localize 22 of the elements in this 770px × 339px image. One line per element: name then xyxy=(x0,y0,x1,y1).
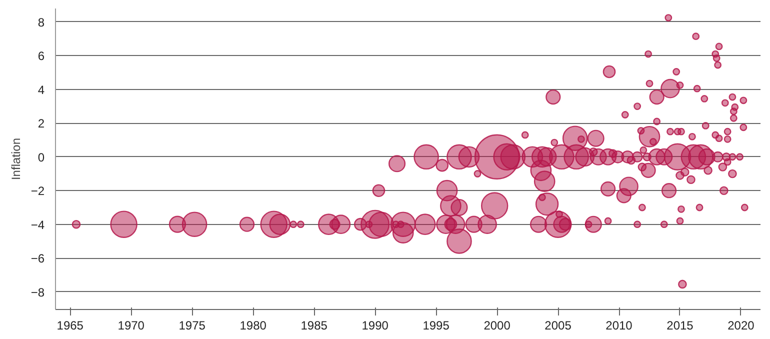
y-tick-label: −8 xyxy=(30,285,45,300)
y-tick-label: 6 xyxy=(38,49,45,64)
y-tick-label: 8 xyxy=(38,15,45,30)
x-tick-label: 1975 xyxy=(178,318,206,332)
y-tick-label: 2 xyxy=(38,116,45,131)
y-tick-label: −2 xyxy=(30,184,45,198)
x-tick-label: 2010 xyxy=(606,318,633,332)
x-tick-label: 1995 xyxy=(422,318,450,332)
x-tick-label: 1970 xyxy=(118,318,145,332)
x-tick-label: 2020 xyxy=(728,318,755,332)
x-tick-label: 2005 xyxy=(544,318,572,332)
x-tick-label: 1980 xyxy=(240,318,267,332)
y-tick-label: −6 xyxy=(30,252,45,266)
x-tick-label: 1990 xyxy=(362,318,389,332)
y-tick-label: −4 xyxy=(30,218,45,232)
x-tick-label: 1985 xyxy=(300,318,328,332)
y-tick-label: 4 xyxy=(38,82,45,97)
y-axis-title: Inflation xyxy=(8,138,23,180)
x-tick-label: 1965 xyxy=(56,318,84,332)
x-tick-label: 2000 xyxy=(484,318,511,332)
x-tick-label: 2015 xyxy=(666,318,694,332)
y-tick-label: 0 xyxy=(38,150,45,164)
